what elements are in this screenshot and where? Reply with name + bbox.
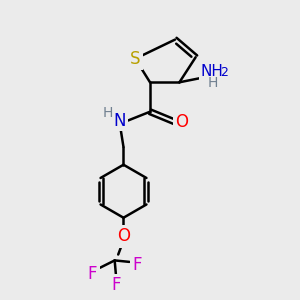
Text: H: H	[208, 76, 218, 90]
Text: 2: 2	[220, 66, 228, 79]
Text: N: N	[114, 112, 126, 130]
Text: S: S	[130, 50, 140, 68]
Text: NH: NH	[200, 64, 223, 79]
Text: H: H	[103, 106, 113, 120]
Text: F: F	[111, 276, 121, 294]
Text: O: O	[175, 113, 188, 131]
Text: F: F	[132, 256, 142, 274]
Text: F: F	[88, 265, 97, 283]
Text: O: O	[117, 227, 130, 245]
